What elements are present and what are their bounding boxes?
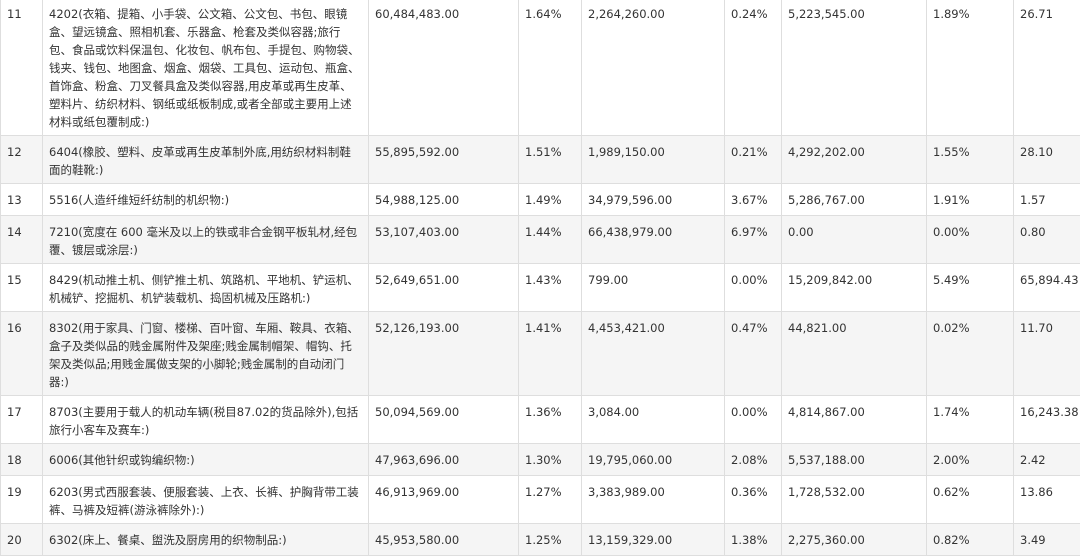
share-cell: 6.97% bbox=[725, 216, 782, 264]
share-cell: 0.00% bbox=[725, 396, 782, 444]
rank-cell: 14 bbox=[1, 216, 43, 264]
share-cell: 0.24% bbox=[725, 0, 782, 136]
ratio-cell: 0.80 bbox=[1014, 216, 1080, 264]
value-cell: 1,728,532.00 bbox=[782, 476, 927, 524]
share-cell: 1.74% bbox=[927, 396, 1014, 444]
value-cell: 4,814,867.00 bbox=[782, 396, 927, 444]
share-cell: 3.67% bbox=[725, 184, 782, 216]
product-cell: 6203(男式西服套装、便服套装、上衣、长裤、护胸背带工装裤、马裤及短裤(游泳裤… bbox=[43, 476, 369, 524]
value-cell: 19,795,060.00 bbox=[582, 444, 725, 476]
product-cell: 8429(机动推土机、侧铲推土机、筑路机、平地机、铲运机、机械铲、挖掘机、机铲装… bbox=[43, 264, 369, 312]
share-cell: 1.44% bbox=[519, 216, 582, 264]
ratio-cell: 2.42 bbox=[1014, 444, 1080, 476]
share-cell: 1.41% bbox=[519, 312, 582, 396]
product-cell: 4202(衣箱、提箱、小手袋、公文箱、公文包、书包、眼镜盒、望远镜盒、照相机套、… bbox=[43, 0, 369, 136]
value-cell: 46,913,969.00 bbox=[369, 476, 519, 524]
share-cell: 5.49% bbox=[927, 264, 1014, 312]
value-cell: 5,537,188.00 bbox=[782, 444, 927, 476]
share-cell: 0.21% bbox=[725, 136, 782, 184]
value-cell: 44,821.00 bbox=[782, 312, 927, 396]
value-cell: 53,107,403.00 bbox=[369, 216, 519, 264]
share-cell: 1.91% bbox=[927, 184, 1014, 216]
share-cell: 1.36% bbox=[519, 396, 582, 444]
value-cell: 3,383,989.00 bbox=[582, 476, 725, 524]
table-row: 12 6404(橡胶、塑料、皮革或再生皮革制外底,用纺织材料制鞋面的鞋靴:) 5… bbox=[1, 136, 1080, 184]
product-cell: 5516(人造纤维短纤纺制的机织物:) bbox=[43, 184, 369, 216]
share-cell: 1.55% bbox=[927, 136, 1014, 184]
table-row: 18 6006(其他针织或钩编织物:) 47,963,696.00 1.30% … bbox=[1, 444, 1080, 476]
product-cell: 6006(其他针织或钩编织物:) bbox=[43, 444, 369, 476]
product-cell: 6404(橡胶、塑料、皮革或再生皮革制外底,用纺织材料制鞋面的鞋靴:) bbox=[43, 136, 369, 184]
table-row: 15 8429(机动推土机、侧铲推土机、筑路机、平地机、铲运机、机械铲、挖掘机、… bbox=[1, 264, 1080, 312]
share-cell: 1.27% bbox=[519, 476, 582, 524]
share-cell: 0.36% bbox=[725, 476, 782, 524]
table-row: 17 8703(主要用于载人的机动车辆(税目87.02的货品除外),包括旅行小客… bbox=[1, 396, 1080, 444]
table-row: 14 7210(宽度在 600 毫米及以上的铁或非合金钢平板轧材,经包覆、镀层或… bbox=[1, 216, 1080, 264]
rank-cell: 15 bbox=[1, 264, 43, 312]
value-cell: 34,979,596.00 bbox=[582, 184, 725, 216]
value-cell: 0.00 bbox=[782, 216, 927, 264]
value-cell: 4,453,421.00 bbox=[582, 312, 725, 396]
ratio-cell: 26.71 bbox=[1014, 0, 1080, 136]
value-cell: 54,988,125.00 bbox=[369, 184, 519, 216]
rank-cell: 11 bbox=[1, 0, 43, 136]
share-cell: 0.00% bbox=[927, 216, 1014, 264]
ratio-cell: 28.10 bbox=[1014, 136, 1080, 184]
share-cell: 2.08% bbox=[725, 444, 782, 476]
product-cell: 7210(宽度在 600 毫米及以上的铁或非合金钢平板轧材,经包覆、镀层或涂层:… bbox=[43, 216, 369, 264]
value-cell: 60,484,483.00 bbox=[369, 0, 519, 136]
value-cell: 52,649,651.00 bbox=[369, 264, 519, 312]
share-cell: 1.49% bbox=[519, 184, 582, 216]
share-cell: 1.89% bbox=[927, 0, 1014, 136]
value-cell: 55,895,592.00 bbox=[369, 136, 519, 184]
rank-cell: 18 bbox=[1, 444, 43, 476]
share-cell: 0.02% bbox=[927, 312, 1014, 396]
value-cell: 3,084.00 bbox=[582, 396, 725, 444]
value-cell: 2,264,260.00 bbox=[582, 0, 725, 136]
table-row: 13 5516(人造纤维短纤纺制的机织物:) 54,988,125.00 1.4… bbox=[1, 184, 1080, 216]
table-row: 19 6203(男式西服套装、便服套装、上衣、长裤、护胸背带工装裤、马裤及短裤(… bbox=[1, 476, 1080, 524]
rank-cell: 19 bbox=[1, 476, 43, 524]
value-cell: 5,286,767.00 bbox=[782, 184, 927, 216]
product-cell: 8703(主要用于载人的机动车辆(税目87.02的货品除外),包括旅行小客车及赛… bbox=[43, 396, 369, 444]
share-cell: 0.47% bbox=[725, 312, 782, 396]
value-cell: 1,989,150.00 bbox=[582, 136, 725, 184]
value-cell: 47,963,696.00 bbox=[369, 444, 519, 476]
value-cell: 4,292,202.00 bbox=[782, 136, 927, 184]
share-cell: 1.30% bbox=[519, 444, 582, 476]
value-cell: 66,438,979.00 bbox=[582, 216, 725, 264]
ratio-cell: 16,243.38 bbox=[1014, 396, 1080, 444]
value-cell: 5,223,545.00 bbox=[782, 0, 927, 136]
product-cell: 8302(用于家具、门窗、楼梯、百叶窗、车厢、鞍具、衣箱、盒子及类似品的贱金属附… bbox=[43, 312, 369, 396]
share-cell: 1.51% bbox=[519, 136, 582, 184]
rank-cell: 16 bbox=[1, 312, 43, 396]
rank-cell: 13 bbox=[1, 184, 43, 216]
table-row: 16 8302(用于家具、门窗、楼梯、百叶窗、车厢、鞍具、衣箱、盒子及类似品的贱… bbox=[1, 312, 1080, 396]
share-cell: 1.43% bbox=[519, 264, 582, 312]
share-cell: 1.64% bbox=[519, 0, 582, 136]
rank-cell: 12 bbox=[1, 136, 43, 184]
share-cell: 2.00% bbox=[927, 444, 1014, 476]
value-cell: 52,126,193.00 bbox=[369, 312, 519, 396]
ratio-cell: 65,894.43 bbox=[1014, 264, 1080, 312]
value-cell: 799.00 bbox=[582, 264, 725, 312]
rank-cell: 17 bbox=[1, 396, 43, 444]
share-cell: 0.00% bbox=[725, 264, 782, 312]
share-cell: 0.62% bbox=[927, 476, 1014, 524]
table-row: 11 4202(衣箱、提箱、小手袋、公文箱、公文包、书包、眼镜盒、望远镜盒、照相… bbox=[1, 0, 1080, 136]
ratio-cell: 11.70 bbox=[1014, 312, 1080, 396]
ratio-cell: 1.57 bbox=[1014, 184, 1080, 216]
ratio-cell: 13.86 bbox=[1014, 476, 1080, 524]
value-cell: 15,209,842.00 bbox=[782, 264, 927, 312]
value-cell: 50,094,569.00 bbox=[369, 396, 519, 444]
